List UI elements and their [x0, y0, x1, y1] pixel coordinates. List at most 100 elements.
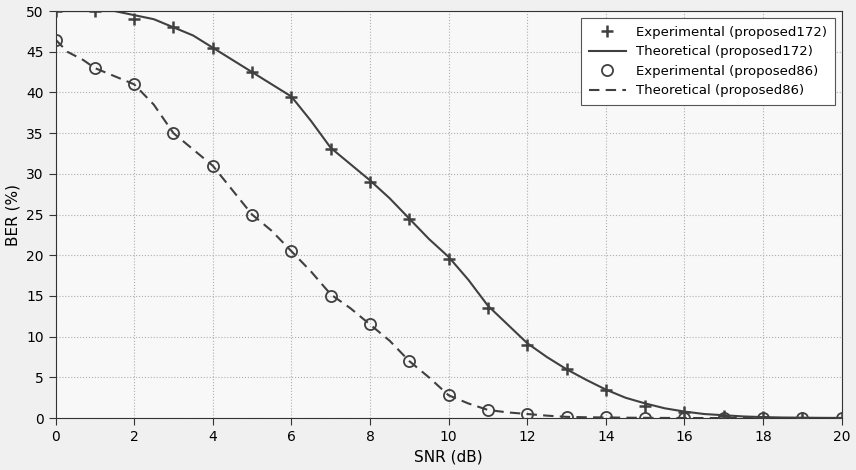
Line: Theoretical (proposed86): Theoretical (proposed86) [56, 39, 841, 418]
Experimental (proposed86) [286, 248, 296, 254]
Theoretical (proposed172) [90, 8, 100, 14]
Experimental (proposed86) [169, 130, 179, 136]
Experimental (proposed86) [562, 414, 572, 420]
Theoretical (proposed86) [836, 415, 847, 421]
Theoretical (proposed86) [699, 415, 710, 421]
Theoretical (proposed86) [266, 228, 276, 234]
Theoretical (proposed172) [463, 277, 473, 282]
Experimental (proposed172) [129, 16, 140, 22]
Experimental (proposed172) [365, 179, 375, 185]
Experimental (proposed86) [640, 415, 651, 421]
Theoretical (proposed86) [149, 102, 159, 108]
Theoretical (proposed86) [522, 411, 532, 417]
Line: Experimental (proposed172): Experimental (proposed172) [50, 5, 848, 424]
Theoretical (proposed172) [522, 340, 532, 346]
Theoretical (proposed86) [51, 37, 61, 42]
Experimental (proposed86) [247, 212, 257, 218]
Theoretical (proposed86) [719, 415, 729, 421]
Theoretical (proposed86) [601, 415, 611, 420]
Theoretical (proposed172) [777, 415, 788, 420]
Theoretical (proposed86) [680, 415, 690, 421]
Experimental (proposed172) [169, 24, 179, 30]
Experimental (proposed86) [836, 415, 847, 421]
Theoretical (proposed172) [699, 411, 710, 417]
Theoretical (proposed172) [542, 354, 552, 360]
Theoretical (proposed86) [169, 130, 179, 136]
Theoretical (proposed86) [777, 415, 788, 421]
Theoretical (proposed86) [542, 413, 552, 418]
Experimental (proposed172) [325, 147, 336, 152]
Experimental (proposed86) [522, 411, 532, 417]
Theoretical (proposed172) [149, 16, 159, 22]
Theoretical (proposed172) [58, 8, 68, 14]
Theoretical (proposed86) [54, 41, 64, 47]
Theoretical (proposed172) [640, 400, 651, 406]
Experimental (proposed172) [680, 409, 690, 415]
Experimental (proposed86) [719, 415, 729, 421]
Theoretical (proposed86) [502, 409, 513, 415]
Theoretical (proposed172) [719, 412, 729, 418]
Theoretical (proposed86) [404, 358, 414, 364]
Theoretical (proposed86) [443, 392, 454, 398]
Theoretical (proposed172) [836, 415, 847, 421]
Theoretical (proposed86) [424, 375, 434, 380]
Experimental (proposed172) [562, 367, 572, 372]
Theoretical (proposed86) [70, 53, 80, 59]
Theoretical (proposed172) [266, 81, 276, 87]
Experimental (proposed172) [758, 415, 768, 420]
Theoretical (proposed172) [797, 415, 807, 421]
Theoretical (proposed172) [70, 8, 80, 14]
Theoretical (proposed172) [129, 12, 140, 18]
Theoretical (proposed86) [247, 212, 257, 218]
Experimental (proposed86) [325, 293, 336, 299]
Experimental (proposed172) [836, 415, 847, 421]
Theoretical (proposed172) [286, 94, 296, 99]
Theoretical (proposed86) [110, 73, 120, 79]
Experimental (proposed172) [443, 257, 454, 262]
Theoretical (proposed172) [78, 8, 88, 14]
Theoretical (proposed172) [208, 45, 218, 50]
Theoretical (proposed172) [424, 236, 434, 242]
Experimental (proposed172) [522, 342, 532, 348]
Theoretical (proposed172) [738, 414, 748, 419]
Theoretical (proposed86) [208, 163, 218, 169]
Experimental (proposed172) [797, 415, 807, 421]
Theoretical (proposed172) [562, 367, 572, 372]
Theoretical (proposed86) [562, 414, 572, 420]
Experimental (proposed172) [483, 306, 493, 311]
Theoretical (proposed172) [817, 415, 827, 421]
Theoretical (proposed172) [758, 414, 768, 420]
Theoretical (proposed172) [51, 8, 61, 14]
Theoretical (proposed86) [345, 306, 355, 311]
Legend: Experimental (proposed172), Theoretical (proposed172), Experimental (proposed86): Experimental (proposed172), Theoretical … [580, 18, 835, 105]
Theoretical (proposed172) [621, 395, 631, 400]
Experimental (proposed86) [797, 415, 807, 421]
Theoretical (proposed86) [797, 415, 807, 421]
Theoretical (proposed86) [817, 415, 827, 421]
Experimental (proposed172) [208, 45, 218, 50]
Experimental (proposed86) [483, 407, 493, 413]
Experimental (proposed172) [90, 8, 100, 14]
Theoretical (proposed172) [345, 161, 355, 167]
Theoretical (proposed172) [188, 32, 199, 38]
Experimental (proposed86) [365, 321, 375, 327]
Theoretical (proposed172) [680, 409, 690, 415]
Theoretical (proposed86) [581, 415, 591, 420]
Theoretical (proposed172) [247, 69, 257, 75]
Theoretical (proposed86) [58, 45, 68, 50]
Theoretical (proposed172) [54, 8, 64, 14]
Theoretical (proposed172) [110, 8, 120, 14]
Theoretical (proposed86) [306, 269, 316, 274]
Experimental (proposed172) [640, 403, 651, 409]
Experimental (proposed86) [443, 392, 454, 398]
Theoretical (proposed86) [78, 57, 88, 63]
Theoretical (proposed86) [463, 400, 473, 406]
Theoretical (proposed172) [502, 321, 513, 327]
Theoretical (proposed86) [640, 415, 651, 421]
Experimental (proposed86) [51, 37, 61, 42]
Experimental (proposed86) [601, 415, 611, 420]
Theoretical (proposed86) [286, 248, 296, 254]
Theoretical (proposed172) [581, 377, 591, 383]
Theoretical (proposed86) [365, 321, 375, 327]
Theoretical (proposed86) [738, 415, 748, 421]
